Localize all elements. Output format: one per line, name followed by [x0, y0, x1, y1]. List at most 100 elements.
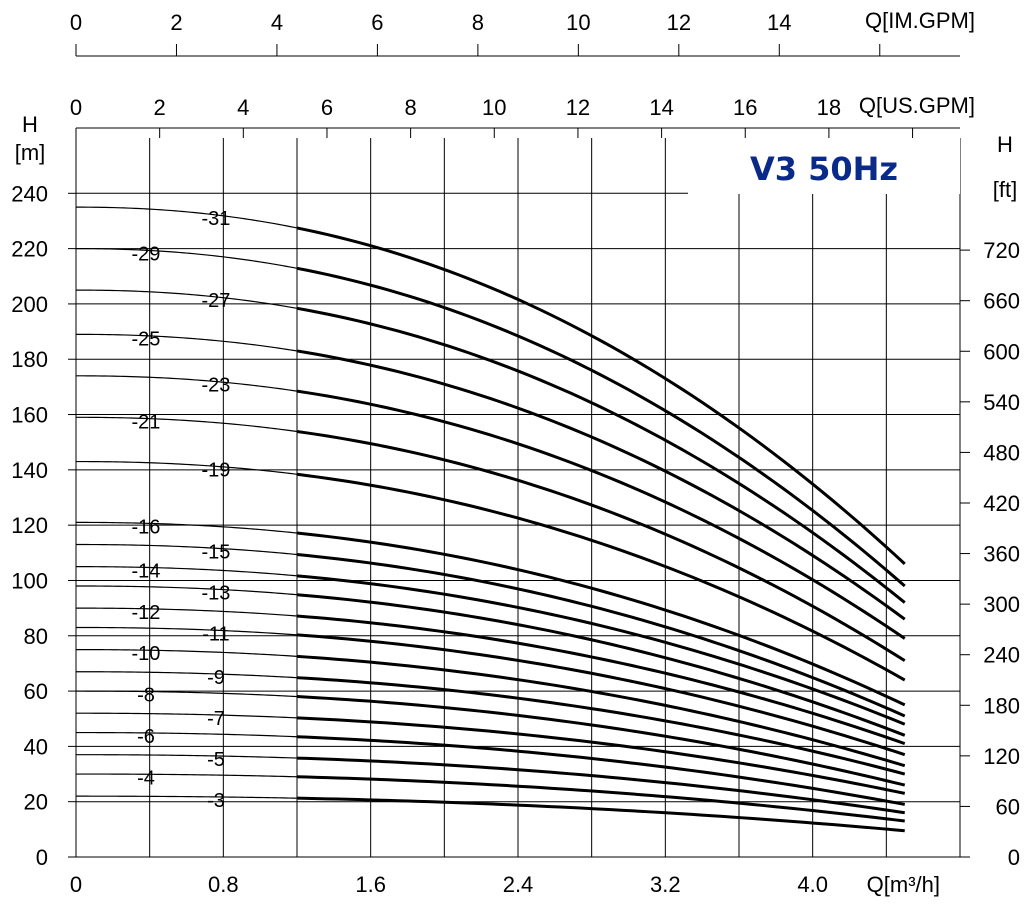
curve-thick-n13 — [296, 593, 906, 737]
y-right-tick-label: 660 — [983, 289, 1020, 314]
curve-thick-n3 — [296, 796, 905, 833]
y-right-tick-label: 60 — [996, 794, 1020, 819]
curve-thick-n10 — [296, 654, 906, 768]
curve-thick-n19 — [296, 472, 906, 682]
y-left-axis-unit: [m] — [15, 140, 46, 165]
x2-tick-label: 2 — [154, 95, 166, 120]
curve-thick-n14 — [296, 574, 906, 726]
curve-thin-n19 — [76, 460, 298, 475]
y-left-tick-label: 40 — [24, 734, 48, 759]
y-left-tick-label: 80 — [24, 624, 48, 649]
y-left-tick-label: 60 — [24, 679, 48, 704]
x-tick-label: 4.0 — [797, 872, 828, 897]
y-right-tick-label: 540 — [983, 390, 1020, 415]
curve-thin-n8 — [76, 690, 298, 698]
curve-thick-n4 — [296, 775, 905, 823]
curve-thin-n31 — [75, 206, 298, 229]
curve-thick-n6 — [296, 735, 906, 806]
curve-thin-n23 — [75, 375, 298, 392]
curve-thick-n12 — [296, 614, 906, 746]
curve-thick-n9 — [296, 676, 906, 776]
y-left-axis-label: H — [22, 112, 38, 137]
x-tick-label: 0 — [70, 872, 82, 897]
x2-tick-label: 18 — [817, 95, 841, 120]
x-tick-label: 2.4 — [503, 872, 534, 897]
y-left-tick-label: 160 — [11, 403, 48, 428]
y-left-tick-label: 220 — [11, 237, 48, 262]
x2-tick-label: 4 — [237, 95, 249, 120]
curve-label: -7 — [207, 708, 225, 730]
curve-thin-n10 — [76, 649, 298, 657]
y-left-tick-label: 20 — [24, 790, 48, 815]
curves — [75, 206, 906, 833]
curve-thick-n7 — [296, 716, 906, 795]
curve-thin-n15 — [76, 543, 298, 556]
curve-label: -21 — [132, 412, 161, 434]
curve-thick-n11 — [296, 633, 906, 757]
curve-thick-n23 — [296, 389, 906, 640]
curve-thin-n27 — [76, 289, 298, 309]
x3-tick-label: 12 — [667, 10, 691, 35]
curve-thin-n11 — [76, 626, 298, 636]
curve-label: -8 — [137, 685, 155, 707]
curve-thick-n29 — [296, 266, 906, 588]
labels: -3 -4 -5 -6 -7 -8 -9 -10 -11 -12 -13 -14 -15 -16 -19 -2… — [132, 208, 231, 812]
x2-tick-label: 12 — [566, 95, 590, 120]
y-left-tick-label: 140 — [11, 458, 48, 483]
curve-thin-n6 — [76, 731, 298, 738]
x2-tick-label: 6 — [321, 95, 333, 120]
curve-label: -12 — [132, 602, 161, 624]
curve-label: -9 — [207, 667, 225, 689]
y-right-tick-label: 600 — [983, 339, 1020, 364]
y-left-tick-label: 0 — [36, 845, 48, 870]
curve-label: -4 — [137, 767, 155, 789]
curve-label: -5 — [207, 749, 225, 771]
y-right-tick-label: 720 — [983, 238, 1020, 263]
curve-label: -10 — [132, 643, 161, 665]
curve-thin-n7 — [76, 712, 298, 719]
curve-label: -13 — [202, 582, 231, 604]
curve-thin-n5 — [76, 754, 298, 759]
y-right-tick-label: 300 — [983, 592, 1020, 617]
x3-tick-label: 4 — [271, 10, 283, 35]
curve-label: -19 — [202, 459, 231, 481]
x2-tick-label: 10 — [482, 95, 506, 120]
curve-thin-n9 — [76, 671, 298, 679]
x3-axis-label: Q[IM.GPM] — [865, 8, 975, 33]
curve-thick-n21 — [296, 430, 906, 662]
curve-label: -31 — [202, 208, 231, 230]
y-right-tick-label: 120 — [983, 744, 1020, 769]
curve-thick-n31 — [296, 226, 906, 565]
curve-thick-n15 — [296, 553, 906, 718]
y-left-tick-label: 240 — [11, 181, 48, 206]
curve-label: -15 — [202, 541, 231, 563]
y-left-tick-label: 180 — [11, 347, 48, 372]
x-tick-label: 0.8 — [208, 872, 239, 897]
curve-thick-n16 — [296, 531, 906, 707]
curve-label: -6 — [137, 726, 155, 748]
curve-thick-n5 — [296, 756, 905, 815]
x2-tick-label: 8 — [404, 95, 416, 120]
x2-tick-label: 0 — [70, 95, 82, 120]
x3-tick-label: 0 — [70, 10, 82, 35]
y-right-axis-label: H — [997, 132, 1013, 157]
x3-tick-label: 6 — [371, 10, 383, 35]
curve-label: -16 — [132, 516, 161, 538]
x3-tick-label: 2 — [170, 10, 182, 35]
axes: 0 0.8 1.6 2.4 3.2 4.0020406080100120140160180… — [11, 8, 1020, 897]
y-right-tick-label: 240 — [983, 643, 1020, 668]
x-axis-label: Q[m³/h] — [867, 872, 940, 897]
curve-thin-n16 — [76, 521, 298, 534]
x2-tick-label: 14 — [649, 95, 673, 120]
curve-thin-n4 — [76, 773, 298, 778]
x3-tick-label: 8 — [472, 10, 484, 35]
y-right-tick-label: 420 — [983, 491, 1020, 516]
curve-thick-n25 — [296, 349, 906, 621]
curve-thin-n13 — [76, 585, 298, 596]
x3-tick-label: 10 — [566, 10, 590, 35]
curve-label: -23 — [202, 375, 231, 397]
chart-title: V3 50Hz — [750, 150, 898, 188]
curve-thin-n12 — [76, 607, 298, 617]
curve-thick-n8 — [296, 695, 906, 787]
